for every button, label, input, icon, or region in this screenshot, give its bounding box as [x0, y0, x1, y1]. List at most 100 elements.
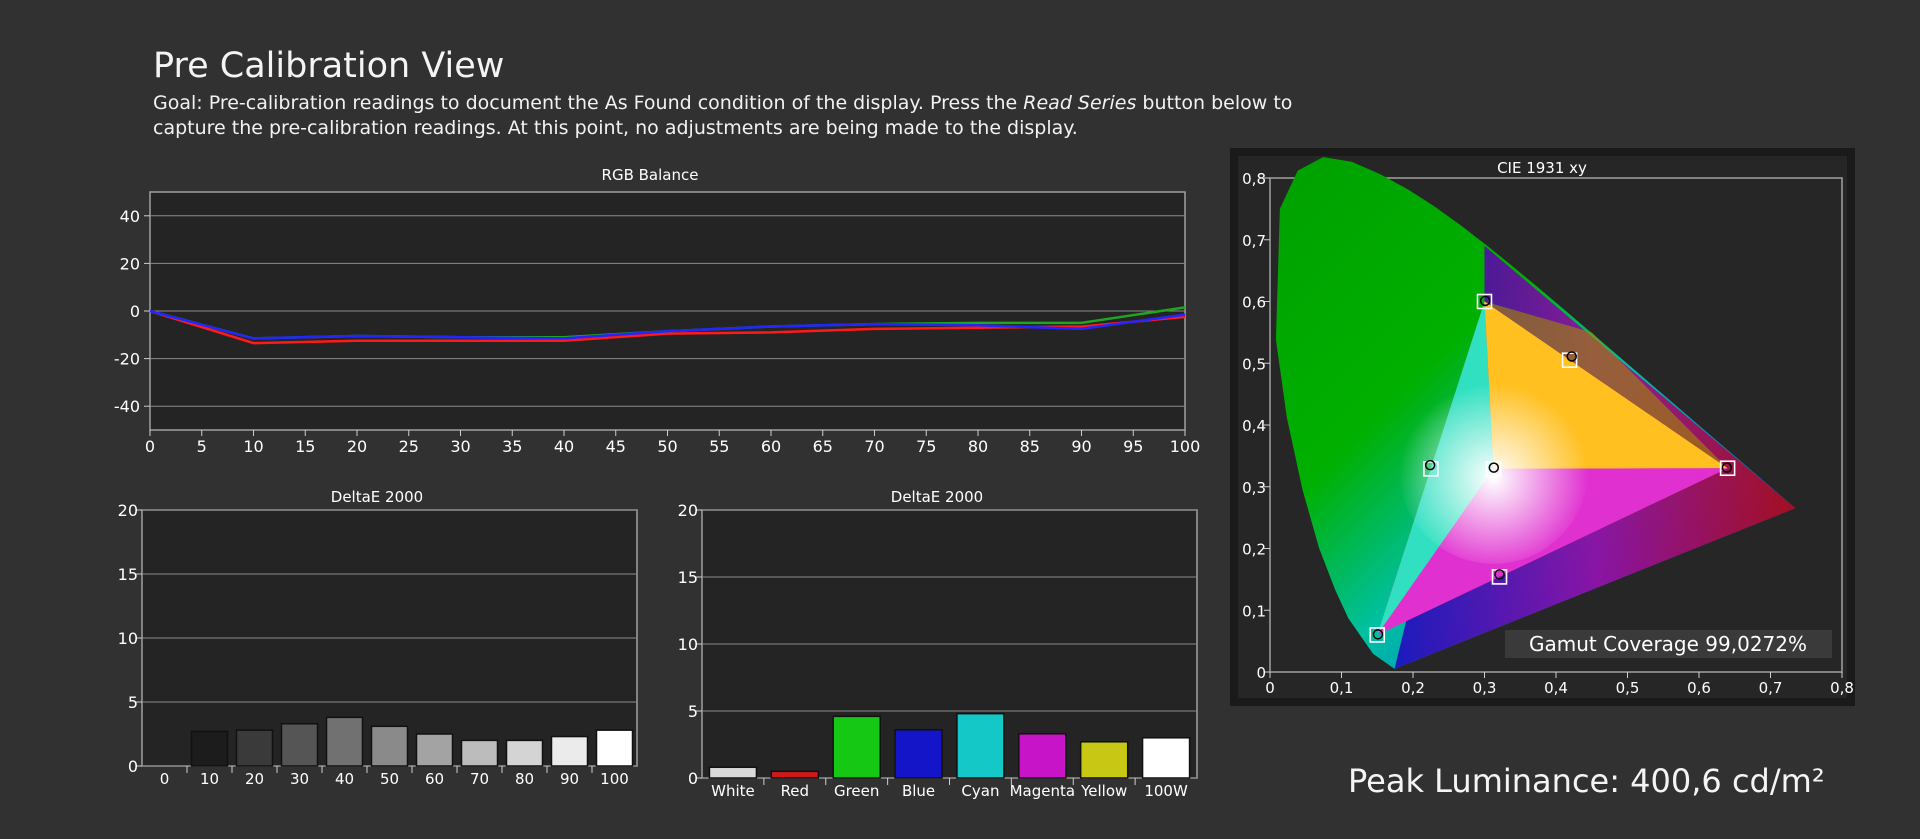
- cie-measured-white: [1488, 462, 1500, 473]
- deltae-grayscale-ytick-label: 10: [118, 629, 138, 648]
- read-series-emphasis: Read Series: [1023, 92, 1137, 114]
- cie-xtick-label: 0,5: [1616, 679, 1640, 697]
- cie-xtick-label: 0,7: [1759, 679, 1783, 697]
- cie-measured-yellow: [1566, 351, 1577, 362]
- deltae-colors-ytick-label: 0: [688, 769, 698, 788]
- cie-ytick-label: 0,3: [1242, 479, 1266, 497]
- cie-ytick-label: 0,8: [1242, 170, 1266, 188]
- deltae-grayscale-xtick-label: 50: [380, 770, 399, 788]
- cie-xtick-label: 0,3: [1473, 679, 1497, 697]
- deltae-grayscale-xtick-label: 80: [515, 770, 534, 788]
- rgb-xtick-label: 45: [606, 437, 626, 456]
- rgb-ytick-label: 40: [120, 207, 140, 226]
- deltae-colors-ytick-label: 15: [678, 568, 698, 587]
- deltae-colors-ytick-label: 10: [678, 635, 698, 654]
- deltae-grayscale-xtick-label: 10: [200, 770, 219, 788]
- rgb-balance-chart: RGB Balance 40 20 0 -20 -40 0 5 10 15 20 25 30 35 40 4…: [110, 160, 1210, 460]
- deltae-colors-bar: [1079, 741, 1129, 779]
- deltae-grayscale-xtick-label: 100: [600, 770, 629, 788]
- deltae-colors-xtick-label: Cyan: [961, 782, 999, 800]
- deltae-grayscale-xtick-label: 70: [470, 770, 489, 788]
- deltae-grayscale-bar: [235, 729, 274, 767]
- deltae-grayscale-xtick-label: 90: [560, 770, 579, 788]
- deltae-colors-xtick-label: Red: [781, 782, 810, 800]
- deltae-colors-ytick-label: 5: [688, 702, 698, 721]
- cie-xtick-label: 0,2: [1401, 679, 1425, 697]
- cie-target-white: [1485, 461, 1502, 477]
- deltae-colors-bar: [1141, 737, 1191, 779]
- cie-measured-red: [1721, 462, 1733, 473]
- rgb-xtick-label: 70: [864, 437, 884, 456]
- rgb-xtick-label: 5: [197, 437, 207, 456]
- rgb-xtick-label: 0: [145, 437, 155, 456]
- cie-white-glow: [1398, 373, 1589, 564]
- rgb-xtick-label: 30: [450, 437, 470, 456]
- rgb-ytick-label: 0: [130, 302, 140, 321]
- rgb-xtick-label: 10: [243, 437, 263, 456]
- deltae-colors-bar: [1018, 733, 1067, 779]
- gamut-coverage-label: Gamut Coverage 99,0272%: [1529, 632, 1807, 656]
- deltae-grayscale-bar: [415, 733, 454, 767]
- deltae-colors-title: DeltaE 2000: [891, 488, 983, 506]
- cie-measured-green: [1479, 295, 1491, 307]
- deltae-colors-chart: DeltaE 2000 20 15 10 5 0 White Red Green Blue Cya…: [660, 480, 1220, 800]
- deltae-colors-ytick-label: 20: [678, 501, 698, 520]
- cie-ytick-label: 0,6: [1242, 294, 1266, 312]
- rgb-xtick-label: 25: [399, 437, 419, 456]
- deltae-grayscale-xtick-label: 30: [290, 770, 309, 788]
- cie-xtick-label: 0,8: [1830, 679, 1854, 697]
- deltae-colors-svg: DeltaE 2000 20 15 10 5 0 White Red Green Blue Cya…: [678, 488, 1198, 800]
- deltae-grayscale-bar: [550, 735, 589, 767]
- deltae-colors-xtick-label: Yellow: [1080, 782, 1127, 800]
- rgb-xtick-label: 50: [657, 437, 677, 456]
- deltae-grayscale-ytick-label: 15: [118, 565, 138, 584]
- cie-xtick-label: 0,6: [1687, 679, 1711, 697]
- cie-yellow-band: [1484, 301, 1728, 469]
- rgb-xtick-label: 90: [1071, 437, 1091, 456]
- deltae-grayscale-title: DeltaE 2000: [331, 488, 423, 506]
- cie-ytick-label: 0,1: [1242, 602, 1266, 620]
- deltae-colors-bar: [708, 766, 758, 779]
- cie-measured-cyan: [1424, 459, 1436, 471]
- cie-measured-magenta: [1494, 569, 1505, 580]
- deltae-grayscale-bar: [460, 739, 499, 767]
- cie-xtick-label: 0,1: [1330, 679, 1354, 697]
- page-title: Pre Calibration View: [153, 46, 505, 86]
- deltae-grayscale-bar: [190, 730, 229, 767]
- rgb-xtick-label: 65: [813, 437, 833, 456]
- rgb-xtick-label: 60: [761, 437, 781, 456]
- rgb-xtick-label: 15: [295, 437, 315, 456]
- deltae-grayscale-bar: [595, 729, 634, 767]
- rgb-xtick-label: 35: [502, 437, 522, 456]
- cie-ytick-label: 0,2: [1242, 541, 1266, 559]
- rgb-xtick-label: 95: [1123, 437, 1143, 456]
- goal-description: Goal: Pre-calibration readings to docume…: [153, 91, 1303, 141]
- deltae-grayscale-bar: [325, 716, 364, 767]
- goal-text-prefix: Goal: Pre-calibration readings to docume…: [153, 92, 1024, 114]
- rgb-xtick-label: 85: [1020, 437, 1040, 456]
- rgb-ytick-label: -20: [114, 350, 140, 369]
- deltae-grayscale-xtick-label: 60: [425, 770, 444, 788]
- deltae-colors-xtick-label: 100W: [1144, 782, 1188, 800]
- rgb-series-blue: [149, 309, 1186, 340]
- deltae-grayscale-ytick-label: 5: [128, 693, 138, 712]
- rgb-xtick-label: 75: [916, 437, 936, 456]
- cie-ytick-label: 0,5: [1242, 355, 1266, 373]
- cie-ytick-label: 0,7: [1242, 232, 1266, 250]
- cie-ytick-label: 0: [1256, 664, 1266, 682]
- rgb-balance-svg: RGB Balance 40 20 0 -20 -40 0 5 10 15 20 25 30 35 40 4…: [114, 166, 1200, 456]
- deltae-grayscale-bar: [505, 739, 544, 767]
- deltae-grayscale-ytick-label: 20: [118, 501, 138, 520]
- rgb-xtick-label: 40: [554, 437, 574, 456]
- cie-title: CIE 1931 xy: [1497, 159, 1587, 177]
- deltae-grayscale-bar: [280, 723, 319, 767]
- cie-chart: CIE 1931 xy 0,8 0,7 0,6 0,5 0,4 0,3 0,2 0,1 0 0 0,…: [1230, 148, 1855, 706]
- deltae-colors-bar: [770, 770, 820, 779]
- cie-target-red: [1719, 460, 1736, 477]
- rgb-xtick-label: 55: [709, 437, 729, 456]
- deltae-colors-xtick-label: White: [711, 782, 755, 800]
- cie-target-green: [1476, 293, 1493, 310]
- peak-luminance: Peak Luminance: 400,6 cd/m²: [1348, 762, 1825, 800]
- rgb-xtick-label: 20: [347, 437, 367, 456]
